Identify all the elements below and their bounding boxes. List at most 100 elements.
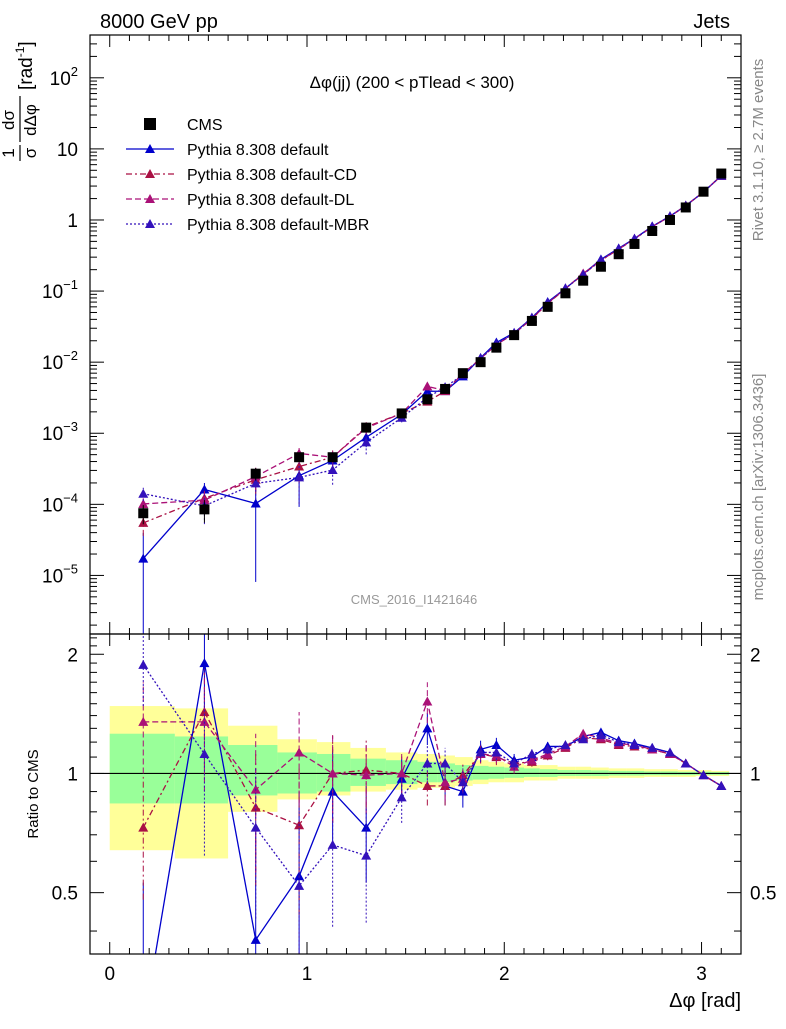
- data-point: [664, 214, 675, 225]
- series-3-ratio-marker: [491, 747, 502, 757]
- x-axis-label: Δφ [rad]: [669, 990, 741, 1012]
- series-3-ratio-marker: [440, 758, 451, 768]
- series-2-ratio-marker: [327, 768, 338, 778]
- series-2-ratio-marker: [199, 716, 210, 726]
- data-point: [327, 452, 338, 463]
- x-tick-label: 3: [696, 964, 707, 985]
- y-tick-label: 10−1: [42, 277, 78, 303]
- data-point: [629, 238, 640, 249]
- series-3-main-marker: [595, 254, 606, 264]
- series-0-ratio-marker: [422, 723, 433, 733]
- series-2-ratio-marker: [526, 755, 537, 765]
- x-tick-label: 0: [104, 964, 115, 985]
- legend-label: Pythia 8.308 default: [187, 142, 329, 159]
- data-point: [491, 342, 502, 353]
- chart-labels: 8000 GeV pp Jets Δφ(jj) (200 < pTlead < …: [0, 11, 767, 1012]
- series-3-ratio-marker: [716, 780, 727, 790]
- legend-marker-3: [145, 219, 155, 228]
- data-point: [138, 508, 149, 519]
- series-0-ratio-line: [154, 662, 722, 954]
- series-1-ratio-marker: [422, 780, 433, 790]
- series-3-ratio-marker: [294, 880, 305, 890]
- data-point: [199, 504, 210, 515]
- series-3-ratio-marker: [698, 770, 709, 780]
- series-0-main-marker: [422, 386, 433, 396]
- series-2-main-marker: [138, 498, 149, 508]
- ratio-panel-series: [138, 634, 727, 954]
- band-inner-13: [524, 768, 540, 777]
- y-label-den1: σ: [21, 147, 40, 158]
- band-inner-11: [488, 766, 505, 779]
- ratio-panel-frame: [89, 633, 742, 955]
- ratio-uncertainty-bands: [109, 706, 730, 859]
- series-3-ratio-marker: [578, 734, 589, 744]
- data-point: [560, 288, 571, 299]
- legend-marker-0: [145, 144, 155, 153]
- band-inner-1: [174, 736, 229, 804]
- legend-label: Pythia 8.308 default-DL: [187, 192, 354, 209]
- y-label-unit: [rad-1]: [13, 41, 37, 90]
- y-tick-label: 1: [67, 211, 78, 232]
- series-3-ratio-marker: [509, 758, 520, 768]
- band-inner-10: [472, 765, 489, 780]
- ratio-tick-label-right: 0.5: [750, 884, 776, 905]
- legend: CMS Pythia 8.308 default Pythia 8.308 defa…: [126, 117, 369, 234]
- series-3-main-marker: [327, 465, 338, 475]
- data-point: [509, 330, 520, 341]
- series-3-ratio-marker: [138, 659, 149, 669]
- series-3-ratio-marker: [629, 739, 640, 749]
- side-text-bottom: mcplots.cern.ch [arXiv:1306.3436]: [750, 374, 767, 601]
- ratio-tick-label-left: 0.5: [52, 884, 78, 905]
- series-3-ratio-marker: [647, 742, 658, 752]
- data-point: [542, 301, 553, 312]
- series-0-main-marker: [199, 484, 210, 494]
- header-left: 8000 GeV pp: [100, 11, 218, 33]
- series-3-ratio-marker: [613, 737, 624, 747]
- chart-title: Δφ(jj) (200 < pTlead < 300): [310, 73, 515, 92]
- y-label-num2: dσ: [0, 110, 18, 130]
- y-tick-label: 10−4: [42, 490, 78, 516]
- legend-label: Pythia 8.308 default-CD: [187, 167, 357, 184]
- y-label-den2: dΔφ: [21, 104, 40, 136]
- ratio-y-label: Ratio to CMS: [25, 749, 42, 838]
- series-3-main-marker: [294, 472, 305, 482]
- data-point: [457, 368, 468, 379]
- data-point: [526, 315, 537, 326]
- data-point: [716, 168, 727, 179]
- series-2-ratio-marker: [294, 747, 305, 757]
- series-1-ratio-marker: [361, 765, 372, 775]
- series-2-ratio-marker: [422, 696, 433, 706]
- side-text-top: Rivet 3.1.10, ≥ 2.7M events: [750, 59, 767, 242]
- series-3-ratio-marker: [680, 758, 691, 768]
- axis-ticks: 0 1 2 3 10−5 10−4 10−3 10−2 10−1 1 10 102 0.5 0.5 1 1 2 2: [42, 35, 776, 985]
- series-3-ratio-marker: [199, 748, 210, 758]
- legend-label: Pythia 8.308 default-MBR: [187, 217, 369, 234]
- series-3-main-marker: [250, 478, 261, 488]
- data-point: [361, 422, 372, 433]
- series-2-main-marker: [422, 381, 433, 391]
- main-panel-series: [138, 168, 727, 634]
- data-point: [613, 249, 624, 260]
- data-point: [475, 357, 486, 368]
- y-axis-label: 1 σ dσ dΔφ [rad-1]: [0, 41, 40, 161]
- x-tick-label: 1: [302, 964, 313, 985]
- series-layer: [138, 168, 727, 954]
- legend-marker-2: [145, 194, 155, 203]
- legend-marker-1: [145, 169, 155, 178]
- data-point: [250, 468, 261, 479]
- series-3-ratio-marker: [361, 850, 372, 860]
- y-label-num1: 1: [0, 148, 18, 157]
- series-3-ratio-marker: [457, 777, 468, 787]
- band-inner-0: [109, 733, 175, 804]
- ratio-tick-label-right: 2: [750, 645, 761, 666]
- series-3-ratio-marker: [664, 747, 675, 757]
- series-3-ratio-marker: [250, 822, 261, 832]
- series-2-ratio-marker: [396, 768, 407, 778]
- ratio-tick-label-left: 1: [67, 764, 78, 785]
- y-tick-label: 10−5: [42, 561, 78, 587]
- series-0-ratio-marker: [361, 822, 372, 832]
- series-3-ratio-marker: [422, 758, 433, 768]
- header-right: Jets: [693, 11, 730, 33]
- series-2-ratio-marker: [440, 777, 451, 787]
